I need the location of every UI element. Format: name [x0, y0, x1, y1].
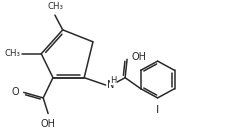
Text: CH₃: CH₃ [48, 2, 64, 11]
Text: O: O [11, 87, 19, 97]
Text: N: N [107, 80, 114, 90]
Text: I: I [156, 105, 159, 115]
Text: OH: OH [132, 52, 147, 62]
Text: OH: OH [40, 119, 56, 129]
Text: H: H [110, 76, 117, 85]
Text: CH₃: CH₃ [5, 49, 21, 58]
